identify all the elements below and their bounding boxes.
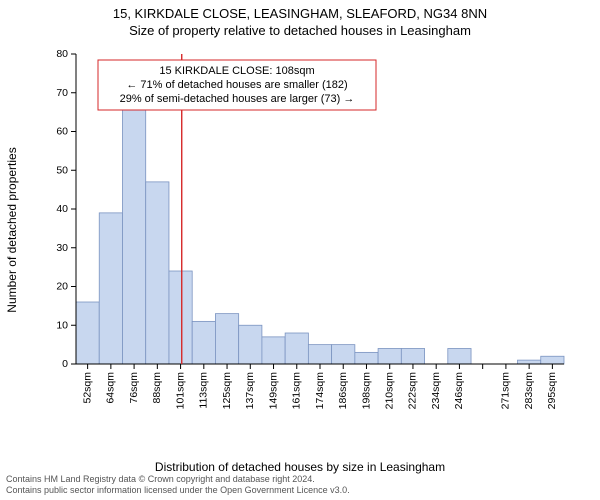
chart-svg: 0 10 20 30 40 50 60 70 80 52sqm 64sqm 76sqm 88sqm 101…: [50, 50, 570, 420]
y-tick-label: 80: [56, 48, 68, 60]
histogram-bar: [239, 325, 262, 364]
x-tick-label: 210sqm: [383, 372, 395, 410]
x-tick-label: 198sqm: [360, 372, 372, 410]
y-tick-label: 50: [56, 164, 68, 176]
histogram-bar: [192, 321, 215, 364]
histogram-bar: [262, 337, 285, 364]
chart-title-main: 15, KIRKDALE CLOSE, LEASINGHAM, SLEAFORD…: [0, 6, 600, 21]
histogram-bar: [146, 182, 169, 364]
x-tick-label: 101sqm: [174, 372, 186, 410]
footer-line-1: Contains HM Land Registry data © Crown c…: [6, 474, 594, 485]
histogram-bar: [215, 314, 238, 364]
y-tick-label: 70: [56, 87, 68, 99]
x-tick-label: 149sqm: [267, 372, 279, 410]
histogram-bar: [448, 349, 471, 365]
y-axis-label: Number of detached properties: [5, 147, 19, 312]
histogram-bar: [308, 345, 331, 364]
x-tick-label: 113sqm: [198, 372, 210, 409]
y-tick-label: 20: [56, 281, 68, 293]
y-tick-label: 60: [56, 126, 68, 138]
histogram-bar: [378, 349, 401, 365]
histogram-bar: [99, 213, 122, 364]
histogram-bar: [355, 352, 378, 364]
histogram-bar: [169, 271, 192, 364]
x-tick-label: 52sqm: [81, 372, 93, 404]
annotation-line: ← 71% of detached houses are smaller (18…: [126, 79, 347, 91]
x-tick-label: 76sqm: [128, 372, 140, 404]
x-tick-label: 186sqm: [337, 372, 349, 410]
x-tick-label: 222sqm: [407, 372, 419, 410]
x-tick-label: 64sqm: [105, 372, 117, 404]
x-tick-label: 88sqm: [151, 372, 163, 404]
annotation-line: 29% of semi-detached houses are larger (…: [120, 93, 355, 105]
x-tick-label: 271sqm: [500, 372, 512, 410]
title-block: 15, KIRKDALE CLOSE, LEASINGHAM, SLEAFORD…: [0, 0, 600, 38]
y-tick-label: 0: [62, 358, 68, 370]
x-tick-label: 137sqm: [244, 372, 256, 410]
y-tick-label: 40: [56, 203, 68, 215]
annotation-line: 15 KIRKDALE CLOSE: 108sqm: [159, 65, 314, 77]
x-tick-label: 161sqm: [291, 372, 303, 410]
x-tick-label: 174sqm: [314, 372, 326, 410]
x-tick-label: 234sqm: [430, 372, 442, 410]
histogram-bar: [76, 302, 99, 364]
histogram-bar: [332, 345, 355, 364]
x-tick-label: 246sqm: [453, 372, 465, 410]
histogram-bar: [518, 360, 541, 364]
histogram-bar: [401, 349, 424, 365]
histogram-bar: [122, 104, 145, 364]
footer-line-2: Contains public sector information licen…: [6, 485, 594, 496]
chart-title-sub: Size of property relative to detached ho…: [0, 23, 600, 38]
plot-area: 0 10 20 30 40 50 60 70 80 52sqm 64sqm 76sqm 88sqm 101…: [50, 50, 570, 420]
x-tick-label: 125sqm: [221, 372, 233, 410]
x-tick-label: 283sqm: [523, 372, 535, 410]
x-tick-label: 295sqm: [546, 372, 558, 410]
footer-credits: Contains HM Land Registry data © Crown c…: [0, 472, 600, 500]
histogram-bar: [285, 333, 308, 364]
y-tick-label: 30: [56, 242, 68, 254]
y-tick-label: 10: [56, 319, 68, 331]
histogram-bar: [541, 356, 564, 364]
